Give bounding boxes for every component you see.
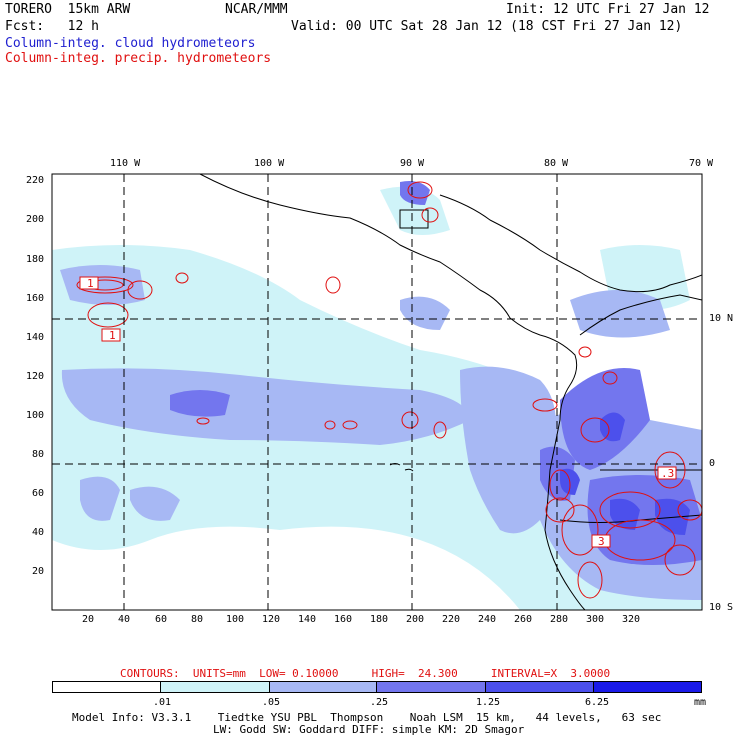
x-tick: 20: [82, 614, 95, 625]
lon-label: 100 W: [254, 158, 285, 169]
x-tick: 260: [514, 614, 533, 625]
y-tick: 80: [32, 449, 45, 460]
plot-frame: [51, 173, 703, 611]
y-tick: 40: [32, 527, 45, 538]
precip-contours: [76, 181, 702, 599]
legend-swatch: [269, 681, 377, 693]
precip-field-label: Column-integ. precip. hydrometeors: [5, 51, 272, 66]
y-tick: 120: [26, 371, 45, 382]
legend-swatch: [52, 681, 161, 693]
x-tick: 160: [334, 614, 353, 625]
legend-label: 6.25: [585, 697, 610, 708]
x-tick: 220: [442, 614, 461, 625]
lon-label: 110 W: [110, 158, 141, 169]
legend-label: .25: [370, 697, 389, 708]
y-tick: 140: [26, 332, 45, 343]
graticule: [52, 174, 702, 610]
x-tick: 120: [262, 614, 281, 625]
model-physics: LW: Godd SW: Goddard DIFF: simple KM: 2D…: [213, 723, 525, 736]
legend-swatch: [593, 681, 702, 693]
legend-swatch: [160, 681, 270, 693]
x-tick: 200: [406, 614, 425, 625]
lat-label: 10 N: [709, 313, 734, 324]
contours-info: CONTOURS: UNITS=mm LOW= 0.10000 HIGH= 24…: [120, 667, 611, 680]
valid-time: Valid: 00 UTC Sat 28 Jan 12 (18 CST Fri …: [291, 19, 683, 34]
y-tick: 180: [26, 254, 45, 265]
x-tick: 100: [226, 614, 245, 625]
y-tick: 220: [26, 175, 45, 186]
lon-label: 70 W: [689, 158, 714, 169]
forecast-hour: Fcst: 12 h: [5, 19, 99, 34]
x-tick: 140: [298, 614, 317, 625]
x-tick: 300: [586, 614, 605, 625]
cloud-field-label: Column-integ. cloud hydrometeors: [5, 36, 256, 51]
y-tick: 20: [32, 566, 45, 577]
legend-label: .05: [262, 697, 281, 708]
legend-label: .01: [153, 697, 172, 708]
lon-label: 80 W: [544, 158, 569, 169]
legend-unit: mm: [694, 697, 707, 708]
cloud-hydrometeor-field: [52, 181, 702, 610]
model-title: TORERO 15km ARW: [5, 2, 131, 17]
contour-label: 3: [598, 535, 605, 548]
org-label: NCAR/MMM: [225, 2, 288, 17]
x-tick: 40: [118, 614, 131, 625]
lon-label: 90 W: [400, 158, 425, 169]
contour-label: 1: [109, 329, 116, 342]
init-time: Init: 12 UTC Fri 27 Jan 12: [506, 2, 710, 17]
x-tick: 240: [478, 614, 497, 625]
x-tick: 80: [191, 614, 204, 625]
y-tick: 100: [26, 410, 45, 421]
lat-label: 0: [709, 458, 716, 469]
x-tick: 180: [370, 614, 389, 625]
legend-swatch: [376, 681, 486, 693]
coastline: [199, 174, 702, 610]
lat-label: 10 S: [709, 602, 734, 613]
y-tick: 60: [32, 488, 45, 499]
x-tick: 320: [622, 614, 641, 625]
legend-label: 1.25: [476, 697, 501, 708]
contour-label: .3: [661, 467, 675, 480]
y-tick: 160: [26, 293, 45, 304]
contour-label: 1: [87, 277, 94, 290]
x-tick: 60: [155, 614, 168, 625]
contour-label-boxes: [79, 276, 677, 548]
model-info: Model Info: V3.3.1 Tiedtke YSU PBL Thomp…: [72, 711, 662, 724]
y-tick: 200: [26, 214, 45, 225]
legend-swatch: [485, 681, 594, 693]
x-tick: 280: [550, 614, 569, 625]
